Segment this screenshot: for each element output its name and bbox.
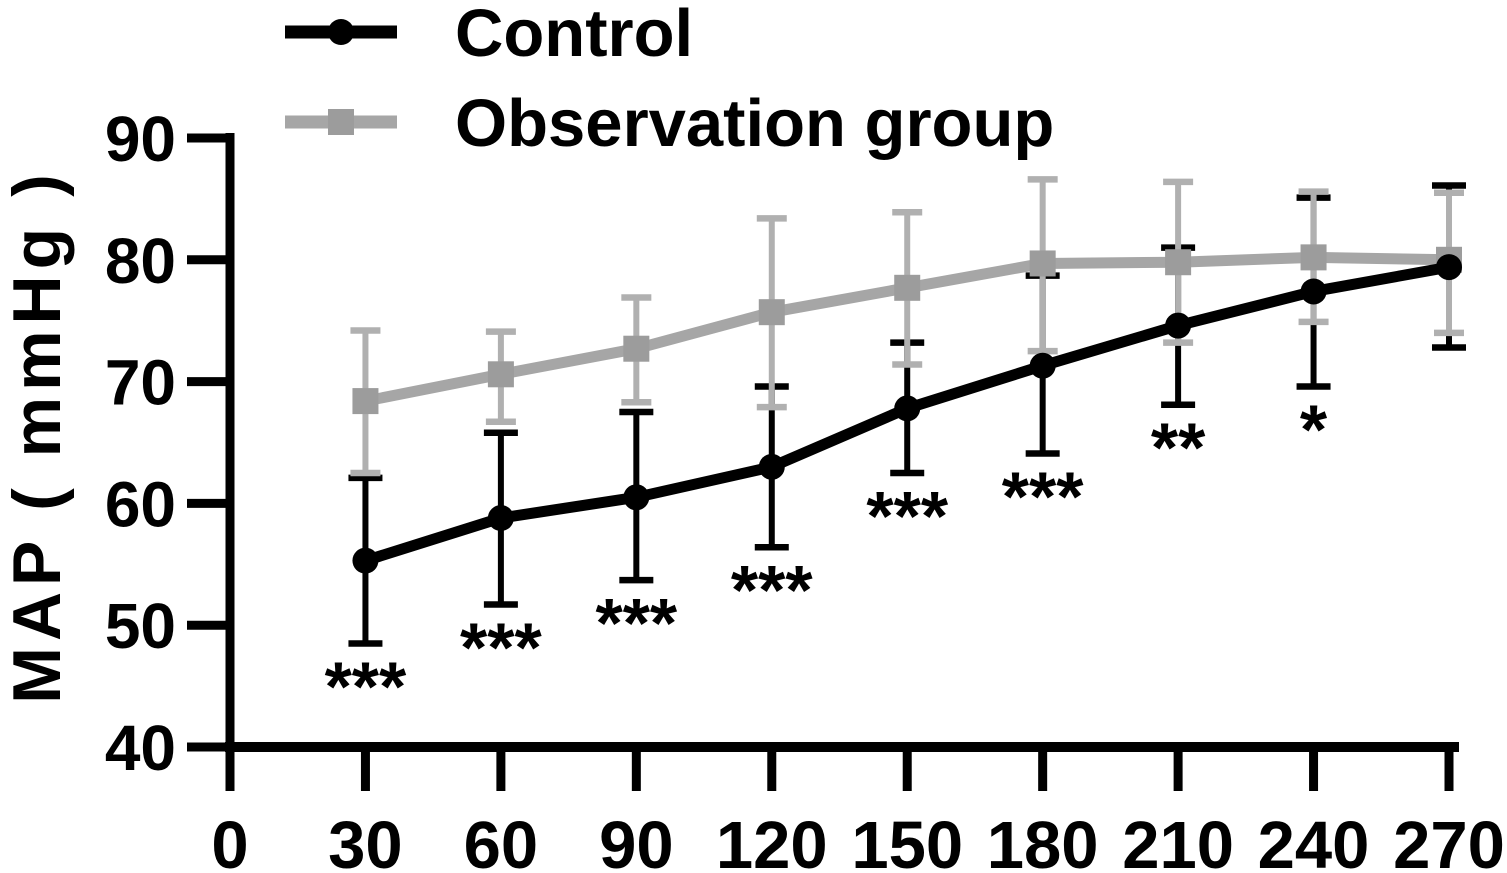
y-axis-title: MAP ( mmHg ) — [0, 168, 75, 703]
observation-series-marker — [1300, 244, 1327, 271]
x-tick-label-90: 90 — [599, 808, 674, 873]
legend-item-observation: Observation group — [285, 86, 1054, 161]
control-series-marker — [352, 547, 379, 574]
x-tick-label-210: 210 — [1122, 808, 1234, 873]
significance-label-60: *** — [460, 608, 542, 686]
y-tick-label-90: 90 — [105, 103, 176, 175]
observation-series — [352, 244, 1462, 415]
significance-label-240: * — [1300, 390, 1328, 468]
significance-label-150: *** — [866, 477, 948, 555]
legend-circle-marker-icon — [328, 19, 354, 45]
x-tick-label-180: 180 — [987, 808, 1099, 873]
x-tick-label-60: 60 — [464, 808, 539, 873]
x-tick-label-240: 240 — [1258, 808, 1370, 873]
significance-label-30: *** — [325, 647, 407, 725]
x-tick-label-270: 270 — [1393, 808, 1505, 873]
observation-series-marker — [623, 335, 650, 362]
significance-label-90: *** — [595, 584, 677, 662]
y-tick-label-80: 80 — [105, 225, 176, 297]
control-series — [352, 254, 1462, 574]
significance-label-120: *** — [731, 551, 813, 629]
control-series-marker — [1029, 352, 1056, 379]
control-series-marker — [1300, 278, 1327, 305]
x-tick-label-150: 150 — [851, 808, 963, 873]
control-series-marker — [623, 484, 650, 511]
axes: 40 50 60 70 80 90 0 30 60 90 120 150 180 210 240 270 — [105, 103, 1505, 873]
control-series-marker — [1165, 312, 1192, 339]
y-tick-label-40: 40 — [105, 712, 176, 784]
observation-series-marker — [352, 388, 379, 415]
x-tick-label-0: 0 — [211, 808, 248, 873]
control-series-marker — [894, 395, 921, 422]
control-series-marker — [1436, 254, 1462, 281]
significance-label-210: ** — [1151, 409, 1206, 487]
observation-series-marker — [894, 274, 921, 301]
observation-series-marker — [1165, 249, 1192, 276]
significance-labels: *** *** *** ****** ***** * — [325, 390, 1328, 725]
y-tick-label-50: 50 — [105, 590, 176, 662]
legend: Control Observation group — [285, 0, 1054, 161]
observation-series-marker — [1029, 250, 1056, 277]
observation-series-marker — [487, 361, 514, 388]
control-series-marker — [487, 505, 514, 532]
legend-label: Observation group — [455, 86, 1054, 161]
legend-item-control: Control — [285, 0, 693, 71]
control-series-marker — [758, 453, 785, 480]
y-tick-label-70: 70 — [105, 347, 176, 419]
legend-label: Control — [455, 0, 693, 71]
legend-square-marker-icon — [328, 109, 354, 135]
x-tick-label-30: 30 — [328, 808, 403, 873]
significance-label-180: *** — [1002, 457, 1084, 535]
observation-series-marker — [758, 299, 785, 326]
x-tick-label-120: 120 — [716, 808, 828, 873]
y-tick-label-60: 60 — [105, 468, 176, 540]
